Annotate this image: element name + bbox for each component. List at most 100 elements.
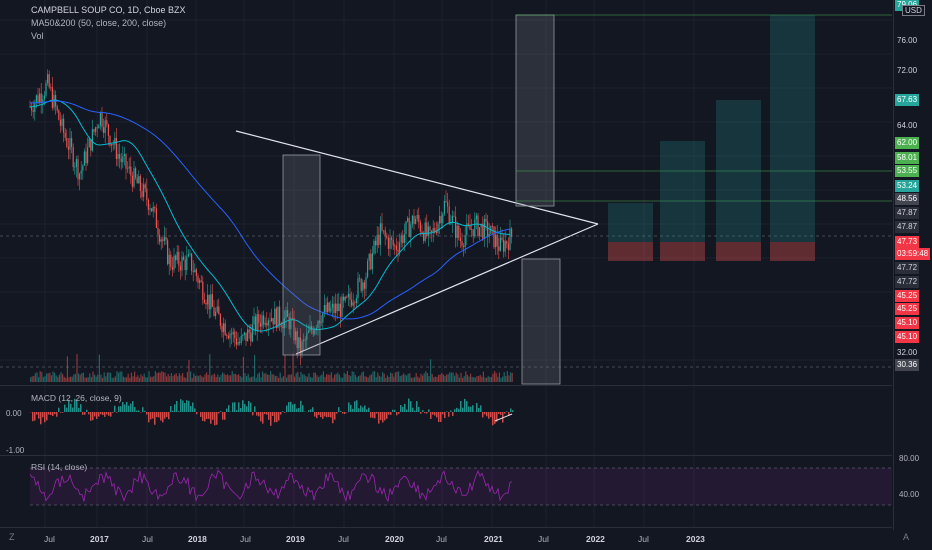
macd-bar bbox=[366, 409, 368, 412]
candle-body bbox=[447, 202, 449, 207]
candle-body bbox=[322, 312, 324, 323]
candle-body bbox=[165, 236, 167, 241]
macd-bar bbox=[296, 408, 298, 412]
macd-bar bbox=[146, 412, 148, 415]
macd-bar bbox=[282, 411, 284, 412]
macd-bar bbox=[458, 408, 460, 412]
price-axis[interactable] bbox=[893, 0, 932, 530]
volume-bar bbox=[414, 377, 416, 382]
volume-bar bbox=[90, 377, 92, 382]
rsi-legend[interactable]: RSI (14, close) bbox=[31, 462, 88, 472]
candle-body bbox=[88, 138, 90, 148]
candle-body bbox=[162, 239, 164, 241]
volume-bar bbox=[474, 377, 476, 382]
candle-body bbox=[112, 144, 114, 145]
ma-legend[interactable]: MA50&200 (50, close, 200, close) bbox=[31, 18, 167, 28]
candle-body bbox=[426, 222, 428, 236]
volume-bar bbox=[465, 371, 467, 382]
candle-body bbox=[339, 303, 341, 317]
macd-bar bbox=[216, 412, 218, 425]
volume-bar bbox=[102, 377, 104, 382]
volume-bar bbox=[153, 376, 155, 382]
currency-badge[interactable]: USD bbox=[902, 5, 925, 16]
macd-trendline bbox=[494, 413, 513, 422]
zoom-corner-icon[interactable]: Z bbox=[9, 532, 15, 542]
candle-body bbox=[487, 221, 489, 237]
candle-body bbox=[176, 251, 178, 261]
volume-bar bbox=[386, 375, 388, 382]
volume-bar bbox=[55, 375, 57, 382]
candle-body bbox=[271, 318, 273, 322]
pane-divider-macd[interactable] bbox=[0, 385, 892, 386]
volume-bar bbox=[348, 375, 350, 382]
macd-bar bbox=[332, 412, 334, 424]
macd-bar bbox=[490, 412, 492, 418]
macd-bar bbox=[60, 412, 62, 413]
macd-bar bbox=[266, 412, 268, 415]
macd-bar bbox=[370, 412, 372, 418]
macd-bar bbox=[104, 412, 106, 417]
auto-scale-icon[interactable]: A bbox=[903, 532, 910, 542]
candle-body bbox=[453, 215, 455, 217]
macd-bar bbox=[426, 412, 428, 414]
time-axis-label: Jul bbox=[436, 534, 447, 544]
volume-bar bbox=[326, 374, 328, 382]
macd-bar bbox=[460, 401, 462, 412]
candle-body bbox=[179, 265, 181, 271]
candle-body bbox=[395, 245, 397, 250]
macd-bar bbox=[244, 404, 246, 412]
triangle-lower-line bbox=[295, 223, 599, 355]
macd-legend[interactable]: MACD (12, 26, close, 9) bbox=[31, 393, 122, 403]
macd-bar bbox=[116, 412, 118, 413]
macd-bar bbox=[450, 410, 452, 412]
candle-body bbox=[503, 239, 505, 252]
macd-bar bbox=[170, 406, 172, 412]
candle-body bbox=[133, 168, 135, 187]
volume-bar bbox=[282, 376, 284, 382]
volume-bar bbox=[380, 376, 382, 382]
volume-bar bbox=[274, 376, 276, 382]
candle-body bbox=[362, 282, 364, 291]
macd-bar bbox=[410, 401, 412, 412]
candle-body bbox=[359, 278, 361, 280]
volume-bar bbox=[481, 376, 483, 382]
volume-bar bbox=[498, 372, 500, 382]
macd-bar bbox=[452, 412, 454, 416]
symbol-legend[interactable]: CAMPBELL SOUP CO, 1D, Cboe BZX bbox=[31, 5, 186, 15]
macd-bar bbox=[168, 412, 170, 420]
candle-body bbox=[379, 223, 381, 245]
volume-bar bbox=[452, 372, 454, 382]
candle-body bbox=[71, 138, 73, 148]
stop-zone bbox=[660, 242, 705, 261]
price-label: 47.72 bbox=[895, 262, 920, 274]
volume-bar bbox=[476, 375, 478, 382]
volume-legend[interactable]: Vol bbox=[31, 31, 44, 41]
candle-body bbox=[107, 124, 109, 136]
macd-bar bbox=[86, 409, 88, 412]
candle-body bbox=[229, 333, 231, 339]
candle-body bbox=[341, 296, 343, 317]
macd-bar bbox=[438, 412, 440, 423]
volume-bar bbox=[161, 371, 163, 382]
macd-bar bbox=[56, 412, 58, 417]
candle-body bbox=[285, 310, 287, 319]
candle-body bbox=[29, 106, 31, 108]
volume-bar bbox=[111, 377, 113, 382]
pane-divider-rsi[interactable] bbox=[0, 455, 892, 456]
candle-body bbox=[383, 230, 385, 232]
candle-body bbox=[424, 222, 426, 241]
macd-bar bbox=[34, 412, 36, 421]
price-label: 45.25 bbox=[895, 290, 920, 302]
macd-bar bbox=[106, 412, 108, 415]
candle-body bbox=[69, 138, 71, 150]
candle-body bbox=[90, 138, 92, 151]
candle-body bbox=[445, 200, 447, 203]
volume-bar bbox=[132, 376, 134, 382]
volume-bar bbox=[255, 377, 257, 382]
volume-bar bbox=[442, 374, 444, 382]
volume-bar bbox=[70, 376, 72, 382]
candle-body bbox=[328, 302, 330, 312]
volume-bar bbox=[358, 375, 360, 382]
candle-body bbox=[272, 318, 274, 325]
